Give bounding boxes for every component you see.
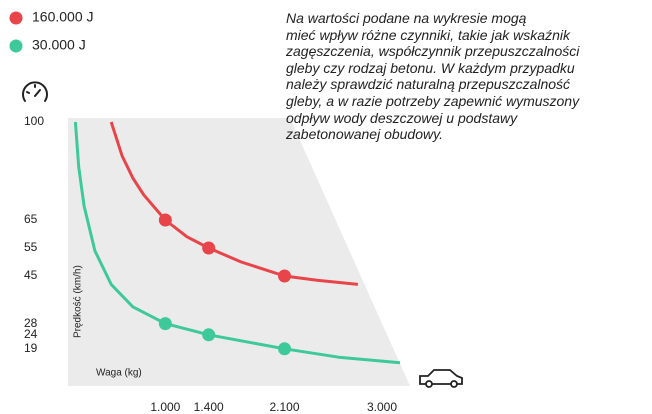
data-point [278,269,291,283]
annotation-line: zagęszczenia, współczynnik przepuszczaln… [286,43,580,60]
y-tick-label: 55 [24,240,38,254]
y-tick-label: 19 [24,341,38,355]
y-tick-label: 24 [24,327,38,341]
data-point [278,342,291,356]
series-line [109,121,359,286]
annotation-line: gleby, a w razie potrzeby zapewnić wymus… [286,92,580,109]
legend-marker [9,11,23,25]
legend-label: 30.000 J [32,37,86,53]
data-point [158,317,172,331]
data-point [202,241,216,255]
annotation-line: zabetonowanej obudowy. [286,126,443,143]
annotation-line: gleby czy rodzaj betonu. W każdym przypa… [286,59,575,76]
x-axis-label: Waga (kg) [96,368,142,379]
y-axis-label: Prędkość (km/h) [73,265,84,338]
x-tick-label: 1.400 [194,400,224,414]
annotation-line: mieć wpływ różne czynniki, takie jak wsk… [286,26,570,43]
legend-label: 160.000 J [32,9,94,25]
legend-marker [9,39,23,53]
data-point [158,213,172,227]
y-tick-label: 100 [24,114,44,128]
annotation-line: należy sprawdzić naturalną przepuszczaln… [286,76,571,93]
x-tick-label: 1.000 [150,400,180,414]
plot-background [68,118,410,386]
speed-icon [22,81,48,102]
data-point [202,328,216,342]
y-tick-label: 65 [24,212,38,226]
y-tick-label: 45 [24,268,38,282]
annotation-line: Na wartości podane na wykresie mogą [286,10,527,26]
series-line [73,121,401,365]
x-tick-label: 3.000 [367,400,397,414]
annotation: Na wartości podane na wykresie mogą mieć … [286,10,650,143]
annotation-line: odpływ wody deszczowej u podstawy [286,109,518,126]
y-tick-label: 28 [24,316,38,330]
x-tick-label: 2.100 [269,400,299,414]
car-icon [419,369,463,388]
